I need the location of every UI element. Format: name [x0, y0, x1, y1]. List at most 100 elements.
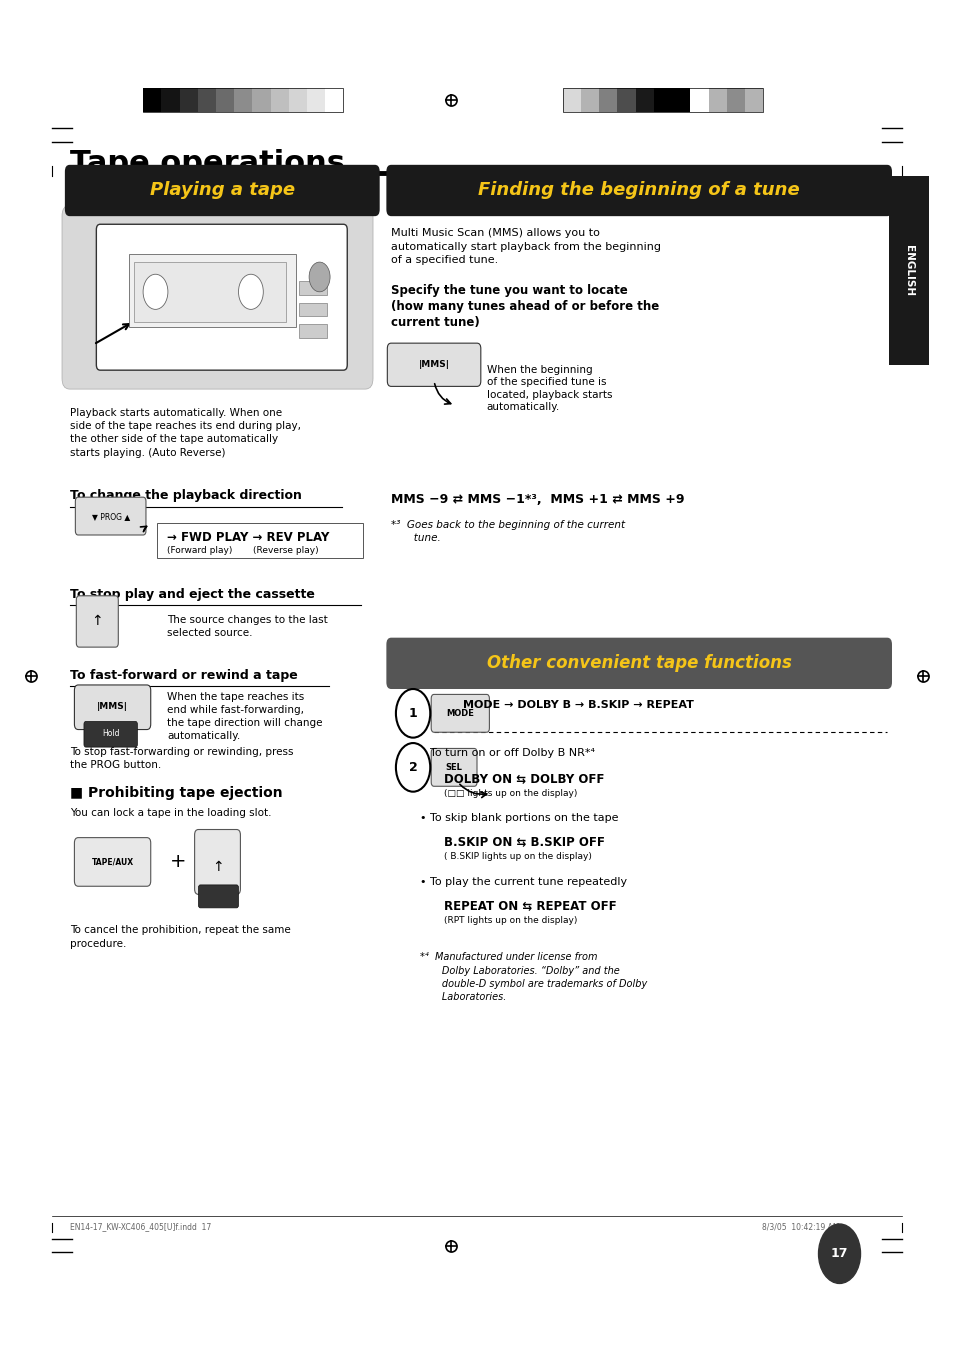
Circle shape [309, 262, 330, 292]
Text: • To skip blank portions on the tape: • To skip blank portions on the tape [419, 813, 618, 823]
Bar [325, 88, 343, 112]
Bar [233, 88, 253, 112]
Text: EN14-17_KW-XC406_405[U]f.indd  17: EN14-17_KW-XC406_405[U]f.indd 17 [70, 1223, 211, 1231]
Text: MODE: MODE [446, 709, 474, 717]
Bar [562, 88, 580, 112]
Text: 1: 1 [408, 707, 417, 720]
FancyBboxPatch shape [62, 205, 373, 389]
Bar [744, 88, 762, 112]
Circle shape [395, 743, 430, 792]
Text: The source changes to the last
selected source.: The source changes to the last selected … [167, 615, 328, 638]
FancyBboxPatch shape [74, 838, 151, 886]
Bar [298, 281, 327, 295]
Text: 2: 2 [408, 761, 417, 774]
Bar [161, 88, 179, 112]
Bar [888, 176, 928, 365]
Bar [215, 88, 233, 112]
Text: Tape operations: Tape operations [70, 150, 344, 178]
FancyBboxPatch shape [386, 165, 891, 216]
Text: To fast-forward or rewind a tape: To fast-forward or rewind a tape [70, 669, 297, 682]
Bar [672, 88, 690, 112]
Text: (Reverse play): (Reverse play) [253, 546, 318, 555]
Circle shape [143, 274, 168, 309]
Text: TAPE/AUX: TAPE/AUX [91, 858, 133, 866]
FancyBboxPatch shape [84, 721, 137, 747]
Text: |MMS|: |MMS| [418, 361, 449, 369]
Text: To stop fast-forwarding or rewinding, press
the PROG button.: To stop fast-forwarding or rewinding, pr… [70, 747, 293, 770]
Text: 8/3/05  10:42:19 AM: 8/3/05 10:42:19 AM [761, 1223, 839, 1231]
Text: |MMS|: |MMS| [97, 703, 128, 711]
Bar [562, 88, 762, 112]
Bar [653, 88, 672, 112]
FancyBboxPatch shape [75, 497, 146, 535]
Text: ( B.SKIP lights up on the display): ( B.SKIP lights up on the display) [443, 852, 591, 862]
Bar [197, 88, 215, 112]
Text: Hold: Hold [102, 730, 119, 738]
Text: • To play the current tune repeatedly: • To play the current tune repeatedly [419, 877, 626, 886]
Text: ▼ PROG ▲: ▼ PROG ▲ [91, 512, 130, 520]
Text: • To turn on or off Dolby B NR*⁴: • To turn on or off Dolby B NR*⁴ [419, 748, 594, 758]
Text: *⁴  Manufactured under license from
       Dolby Laboratories. “Dolby” and the
 : *⁴ Manufactured under license from Dolby… [419, 952, 646, 1002]
Bar [157, 523, 362, 558]
Bar [253, 88, 271, 112]
Circle shape [238, 274, 263, 309]
Text: (Forward play): (Forward play) [167, 546, 233, 555]
Text: To change the playback direction: To change the playback direction [70, 489, 301, 503]
Text: +: + [170, 852, 187, 871]
Bar [690, 88, 708, 112]
Text: You can lock a tape in the loading slot.: You can lock a tape in the loading slot. [70, 808, 271, 817]
Bar [580, 88, 598, 112]
Text: ↑: ↑ [91, 615, 103, 628]
Text: Hold...: Hold... [207, 893, 230, 898]
Text: To cancel the prohibition, repeat the same
procedure.: To cancel the prohibition, repeat the sa… [70, 925, 290, 948]
Text: 17: 17 [830, 1247, 847, 1260]
Bar [307, 88, 325, 112]
Text: Playback starts automatically. When one
side of the tape reaches its end during : Playback starts automatically. When one … [70, 408, 300, 458]
FancyBboxPatch shape [387, 343, 480, 386]
Bar [298, 303, 327, 316]
Circle shape [395, 689, 430, 738]
FancyBboxPatch shape [386, 638, 891, 689]
Text: MODE → DOLBY B → B.SKIP → REPEAT: MODE → DOLBY B → B.SKIP → REPEAT [462, 700, 693, 711]
Circle shape [818, 1224, 860, 1283]
Text: When the beginning
of the specified tune is
located, playback starts
automatical: When the beginning of the specified tune… [486, 365, 612, 412]
Text: MMS −9 ⇄ MMS −1*³,  MMS +1 ⇄ MMS +9: MMS −9 ⇄ MMS −1*³, MMS +1 ⇄ MMS +9 [391, 493, 684, 507]
Text: Specify the tune you want to locate
(how many tunes ahead of or before the
curre: Specify the tune you want to locate (how… [391, 284, 659, 328]
Text: (RPT lights up on the display): (RPT lights up on the display) [443, 916, 577, 925]
Text: (□□ lights up on the display): (□□ lights up on the display) [443, 789, 577, 798]
Text: Multi Music Scan (MMS) allows you to
automatically start playback from the begin: Multi Music Scan (MMS) allows you to aut… [391, 228, 660, 265]
Text: Finding the beginning of a tune: Finding the beginning of a tune [477, 181, 800, 200]
Text: ■ Prohibiting tape ejection: ■ Prohibiting tape ejection [70, 786, 282, 800]
Text: DOLBY ON ⇆ DOLBY OFF: DOLBY ON ⇆ DOLBY OFF [443, 773, 603, 786]
FancyBboxPatch shape [96, 224, 347, 370]
Text: When the tape reaches its
end while fast-forwarding,
the tape direction will cha: When the tape reaches its end while fast… [167, 692, 322, 742]
FancyBboxPatch shape [74, 685, 151, 730]
FancyBboxPatch shape [431, 694, 489, 732]
Bar [289, 88, 307, 112]
FancyBboxPatch shape [76, 596, 118, 647]
Text: Other convenient tape functions: Other convenient tape functions [486, 654, 791, 673]
Text: B.SKIP ON ⇆ B.SKIP OFF: B.SKIP ON ⇆ B.SKIP OFF [443, 836, 604, 850]
Bar [635, 88, 653, 112]
Bar [129, 254, 295, 327]
Text: *³  Goes back to the beginning of the current
       tune.: *³ Goes back to the beginning of the cur… [391, 520, 624, 543]
Text: ENGLISH: ENGLISH [903, 245, 913, 296]
Bar [298, 324, 327, 338]
Bar [143, 88, 343, 112]
Text: SEL: SEL [445, 763, 462, 771]
Bar [598, 88, 617, 112]
Bar [617, 88, 635, 112]
Bar [726, 88, 744, 112]
Bar [271, 88, 289, 112]
Bar [708, 88, 726, 112]
FancyBboxPatch shape [198, 885, 238, 908]
Text: ↑: ↑ [212, 861, 223, 874]
Bar [133, 262, 286, 322]
FancyBboxPatch shape [65, 165, 379, 216]
Text: REPEAT ON ⇆ REPEAT OFF: REPEAT ON ⇆ REPEAT OFF [443, 900, 616, 913]
Bar [179, 88, 197, 112]
Text: To stop play and eject the cassette: To stop play and eject the cassette [70, 588, 314, 601]
Text: → FWD PLAY → REV PLAY: → FWD PLAY → REV PLAY [167, 531, 329, 544]
Text: Playing a tape: Playing a tape [150, 181, 294, 200]
Bar [143, 88, 161, 112]
